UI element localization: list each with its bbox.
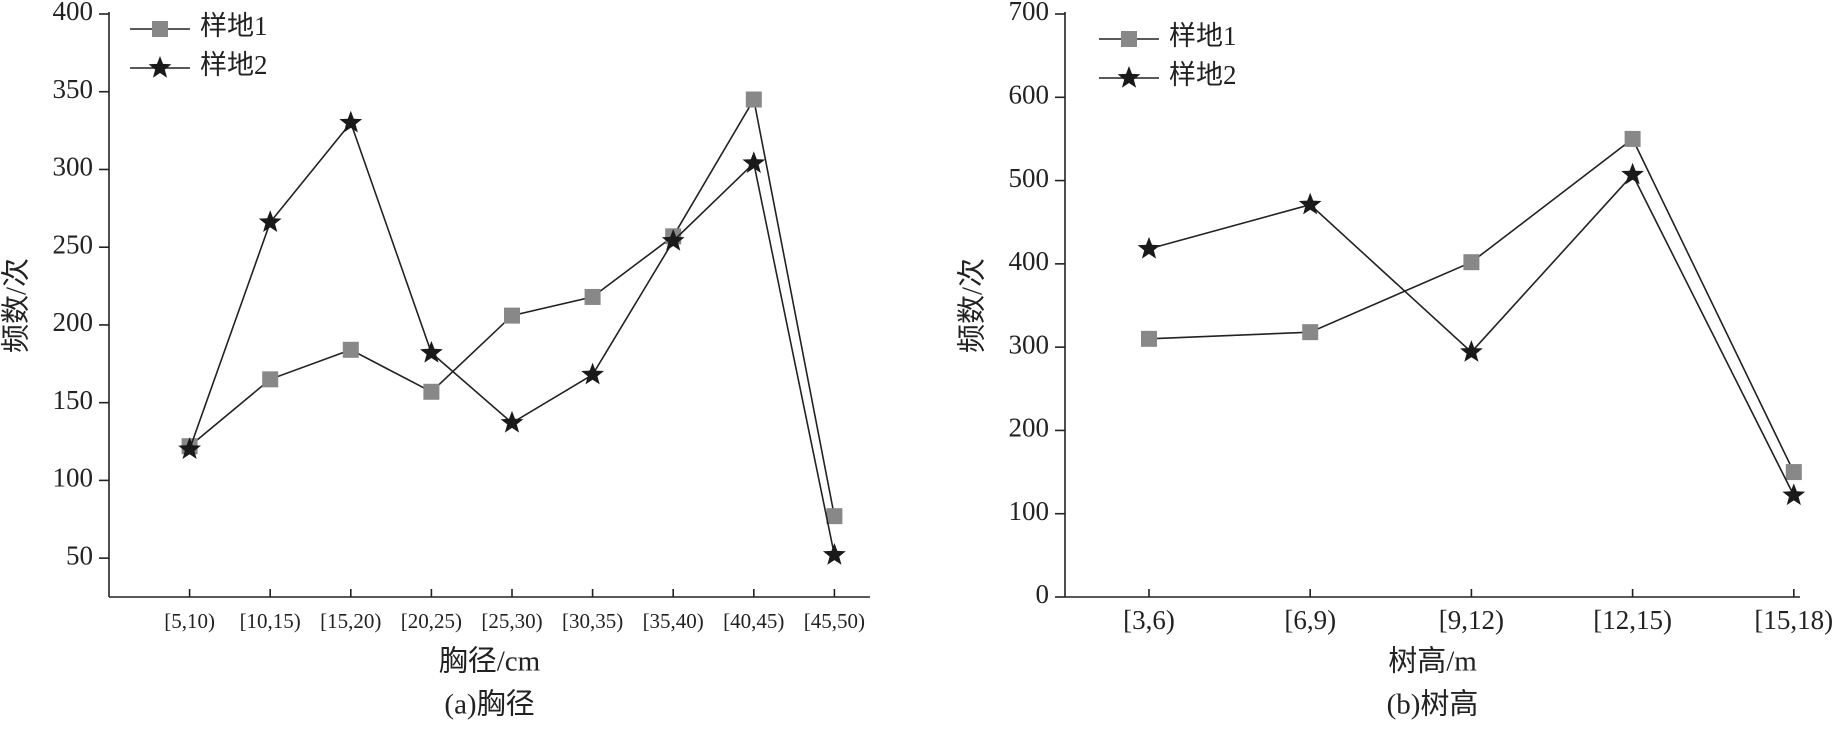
data-point [178,437,201,459]
data-point [826,508,843,525]
data-point [584,288,601,305]
data-point [661,229,685,251]
x-tick-label: [12,15) [1593,605,1672,635]
data-point [1463,254,1480,271]
data-point [742,151,766,173]
data-point [339,110,363,133]
x-tick-label: [9,12) [1439,605,1504,635]
data-point [1624,130,1641,147]
legend-marker [148,56,172,78]
y-tick-label: 600 [1009,79,1050,109]
y-tick-label: 50 [66,540,93,570]
data-point [500,410,524,433]
y-tick-label: 250 [53,229,94,259]
y-tick-label: 400 [1009,246,1050,276]
x-tick-label: [20,25) [401,609,462,633]
x-tick-label: [35,40) [643,609,704,633]
data-point [1302,324,1319,341]
x-tick-label: [6,9) [1284,605,1336,635]
data-point [745,91,762,108]
legend-label: 样地2 [1169,60,1237,90]
legend-label: 样地1 [1169,21,1237,51]
x-tick-label: [15,18) [1754,605,1832,635]
data-point [423,383,440,400]
y-tick-label: 700 [1009,0,1050,26]
data-point [262,371,279,388]
data-point [1785,464,1802,481]
legend-label: 样地1 [200,11,268,41]
data-point [1298,192,1322,215]
data-point [342,341,359,358]
y-tick-label: 100 [1009,496,1050,526]
data-point [581,362,604,385]
data-point [504,307,520,324]
x-tick-label: [40,45) [723,609,784,633]
x-tick-label: [10,15) [240,609,301,633]
caption: (a)胸径 [444,688,534,721]
x-tick-label: [3,6) [1123,605,1175,635]
y-tick-label: 300 [1009,329,1050,359]
y-tick-label: 0 [1036,579,1050,609]
data-point [1141,330,1157,347]
y-tick-label: 350 [53,74,94,104]
series-line [1148,137,1795,473]
data-point [1621,162,1644,185]
y-tick-label: 500 [1009,163,1050,193]
y-tick-label: 300 [53,152,94,182]
data-point [258,210,282,232]
data-point [823,543,846,565]
legend-label: 样地2 [200,50,268,80]
y-tick-label: 400 [53,0,94,26]
legend-marker [1117,66,1141,88]
y-tick-label: 150 [53,385,94,415]
x-tick-label: [5,10) [164,609,215,633]
data-point [1137,236,1161,259]
data-point [1782,483,1806,506]
x-tick-label: [45,50) [804,609,865,633]
caption: (b)树高 [1387,688,1479,721]
y-tick-label: 200 [53,307,94,337]
data-point [1460,340,1483,362]
legend-marker [1121,31,1137,47]
y-axis-label: 频数/次 [0,258,33,353]
y-tick-label: 100 [53,463,94,493]
x-axis-label: 胸径/cm [439,645,541,678]
x-tick-label: [25,30) [481,609,542,633]
x-tick-label: [15,20) [320,609,381,633]
y-tick-label: 200 [1009,413,1050,443]
legend-marker [152,21,168,37]
data-point [420,340,443,363]
y-axis-label: 频数/次 [956,258,989,353]
series-line [188,121,836,556]
x-tick-label: [30,35) [562,609,623,633]
x-axis-label: 树高/m [1388,645,1477,678]
